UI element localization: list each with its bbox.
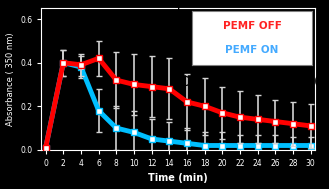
X-axis label: Time (min): Time (min) — [148, 174, 208, 184]
Y-axis label: Absorbance ( 350 nm): Absorbance ( 350 nm) — [6, 32, 14, 126]
